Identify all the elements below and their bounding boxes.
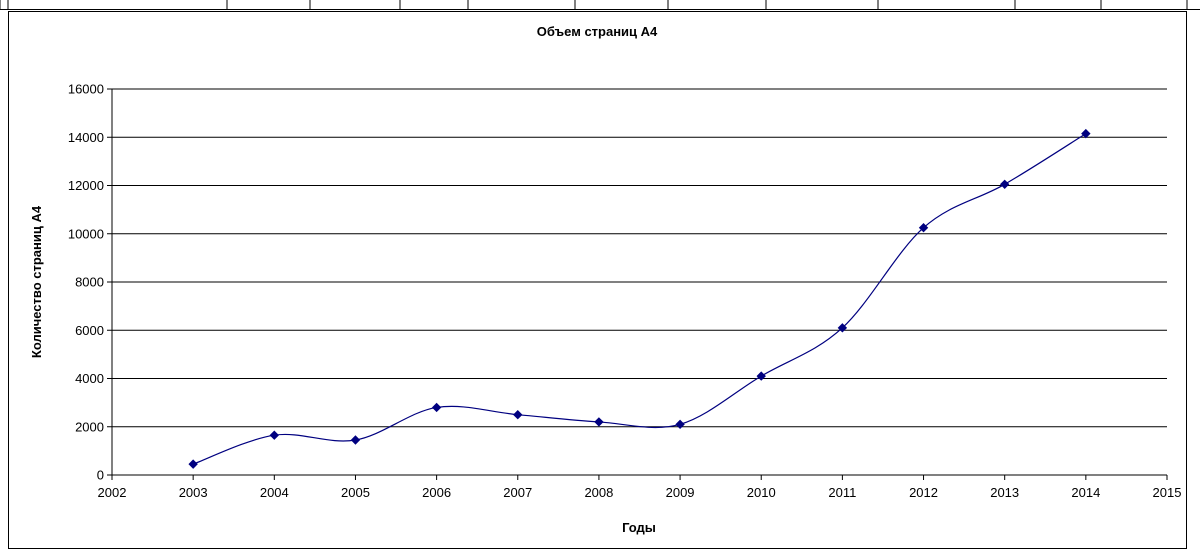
x-tick-label: 2009 (666, 485, 695, 500)
data-point-marker (594, 417, 604, 427)
y-axis-title: Количество страниц А4 (29, 205, 44, 358)
line-chart: Объем страниц А4 0 2000 4000 6000 8000 10000 1… (29, 24, 1182, 535)
x-tick-label: 2010 (747, 485, 776, 500)
x-tick-label: 2012 (909, 485, 938, 500)
x-tick-label: 2005 (341, 485, 370, 500)
chart-title: Объем страниц А4 (537, 24, 658, 39)
x-tick-label: 2013 (990, 485, 1019, 500)
data-point-marker (837, 323, 848, 333)
data-point-marker (756, 371, 766, 381)
data-point-marker (350, 435, 361, 445)
x-tick-label: 2002 (98, 485, 127, 500)
y-tick-label: 12000 (68, 178, 104, 193)
y-axis-ticks: 0 2000 4000 6000 8000 10000 12000 14000 16000 (68, 82, 112, 483)
y-tick-label: 16000 (68, 82, 104, 97)
x-axis-ticks: 2002 2003 2004 2005 2006 2007 2008 2009 2010 2011… (98, 475, 1182, 500)
x-tick-label: 2014 (1071, 485, 1100, 500)
data-markers (188, 128, 1091, 469)
x-tick-label: 2004 (260, 485, 289, 500)
x-tick-label: 2008 (584, 485, 613, 500)
y-tick-label: 4000 (75, 371, 104, 386)
data-point-marker (918, 223, 929, 233)
x-tick-label: 2007 (503, 485, 532, 500)
data-point-marker (431, 402, 442, 413)
y-tick-label: 6000 (75, 323, 104, 338)
series-line (192, 133, 1087, 465)
y-tick-label: 0 (97, 468, 104, 483)
data-point-marker (188, 459, 198, 469)
data-point-marker (1081, 128, 1091, 139)
y-tick-label: 10000 (68, 226, 104, 241)
x-tick-label: 2003 (179, 485, 208, 500)
y-tick-label: 2000 (75, 419, 104, 434)
data-point-marker (513, 409, 523, 420)
data-point-marker (675, 419, 685, 430)
x-tick-label: 2006 (422, 485, 451, 500)
x-axis-title: Годы (622, 520, 656, 535)
x-tick-label: 2015 (1153, 485, 1182, 500)
x-tick-label: 2011 (828, 485, 856, 500)
y-tick-label: 14000 (68, 130, 104, 145)
data-point-marker (269, 430, 280, 440)
gridlines (112, 88, 1167, 428)
chart-area: Объем страниц А4 0 2000 4000 6000 8000 10000 1… (8, 11, 1187, 549)
y-tick-label: 8000 (75, 275, 104, 290)
sheet-gridlines (0, 0, 1200, 10)
data-point-marker (999, 179, 1010, 190)
